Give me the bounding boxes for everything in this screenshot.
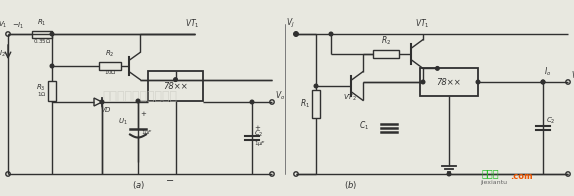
Circle shape [294,32,298,36]
Text: $R_2$: $R_2$ [105,49,115,59]
Text: $1\Omega$: $1\Omega$ [37,90,46,98]
Bar [420,68,478,96]
Text: 78××: 78×× [437,77,461,86]
Text: $+$: $+$ [254,123,261,132]
Text: $-I_1$: $-I_1$ [12,21,25,31]
Text: $V_o$: $V_o$ [275,89,285,102]
Bar [373,50,399,58]
Text: $V_1$: $V_1$ [0,20,7,30]
Polygon shape [94,98,102,106]
Text: $V_J$: $V_J$ [286,17,295,30]
Text: $C_2$: $C_2$ [254,129,263,139]
Circle shape [476,80,480,84]
Text: $(a)$: $(a)$ [131,179,145,191]
Text: 78××: 78×× [163,82,188,91]
Circle shape [436,67,439,70]
Text: $(b)$: $(b)$ [344,179,358,191]
Circle shape [421,80,425,84]
Text: $C_1$: $C_1$ [359,120,369,132]
Bar [99,62,121,70]
Bar [148,71,203,101]
Text: $R_1$: $R_1$ [37,18,46,28]
Circle shape [294,32,298,36]
Text: 接线图: 接线图 [482,168,499,178]
Text: $10\Omega$: $10\Omega$ [103,68,117,76]
Text: $VT_2$: $VT_2$ [343,93,356,103]
Text: $R_3$: $R_3$ [36,83,46,93]
Text: $1\mu F$: $1\mu F$ [141,128,153,137]
Text: $I_o$: $I_o$ [544,65,552,77]
Circle shape [250,100,254,104]
Circle shape [174,78,177,81]
Circle shape [100,100,104,104]
Text: $VT_1$: $VT_1$ [185,17,200,30]
Text: $R_2$: $R_2$ [381,34,391,47]
Text: .com: .com [510,172,533,181]
Bar [32,31,52,37]
Text: $+$: $+$ [140,109,147,118]
Circle shape [314,84,318,88]
Text: $I_2$: $I_2$ [0,49,6,59]
Circle shape [541,80,545,84]
Text: $U_1$: $U_1$ [118,117,128,127]
Circle shape [329,32,333,36]
Text: $R_1$: $R_1$ [300,98,310,110]
Circle shape [50,32,54,36]
Text: $VT_1$: $VT_1$ [415,17,430,30]
Text: 杭州将睿科技有限公司: 杭州将睿科技有限公司 [103,90,177,103]
Circle shape [541,80,545,84]
Text: $VD$: $VD$ [100,105,112,114]
Text: $C_2$: $C_2$ [546,116,556,126]
Bar [312,90,320,118]
Text: jiexiantu: jiexiantu [480,180,507,185]
Text: $1\mu F$: $1\mu F$ [254,139,266,148]
Text: $-$: $-$ [165,174,174,184]
Text: $V_o$: $V_o$ [571,69,574,82]
Circle shape [136,99,140,103]
Circle shape [447,172,451,176]
Bar [48,81,56,101]
Circle shape [50,64,54,68]
Text: $0.35\Omega$: $0.35\Omega$ [33,37,51,45]
